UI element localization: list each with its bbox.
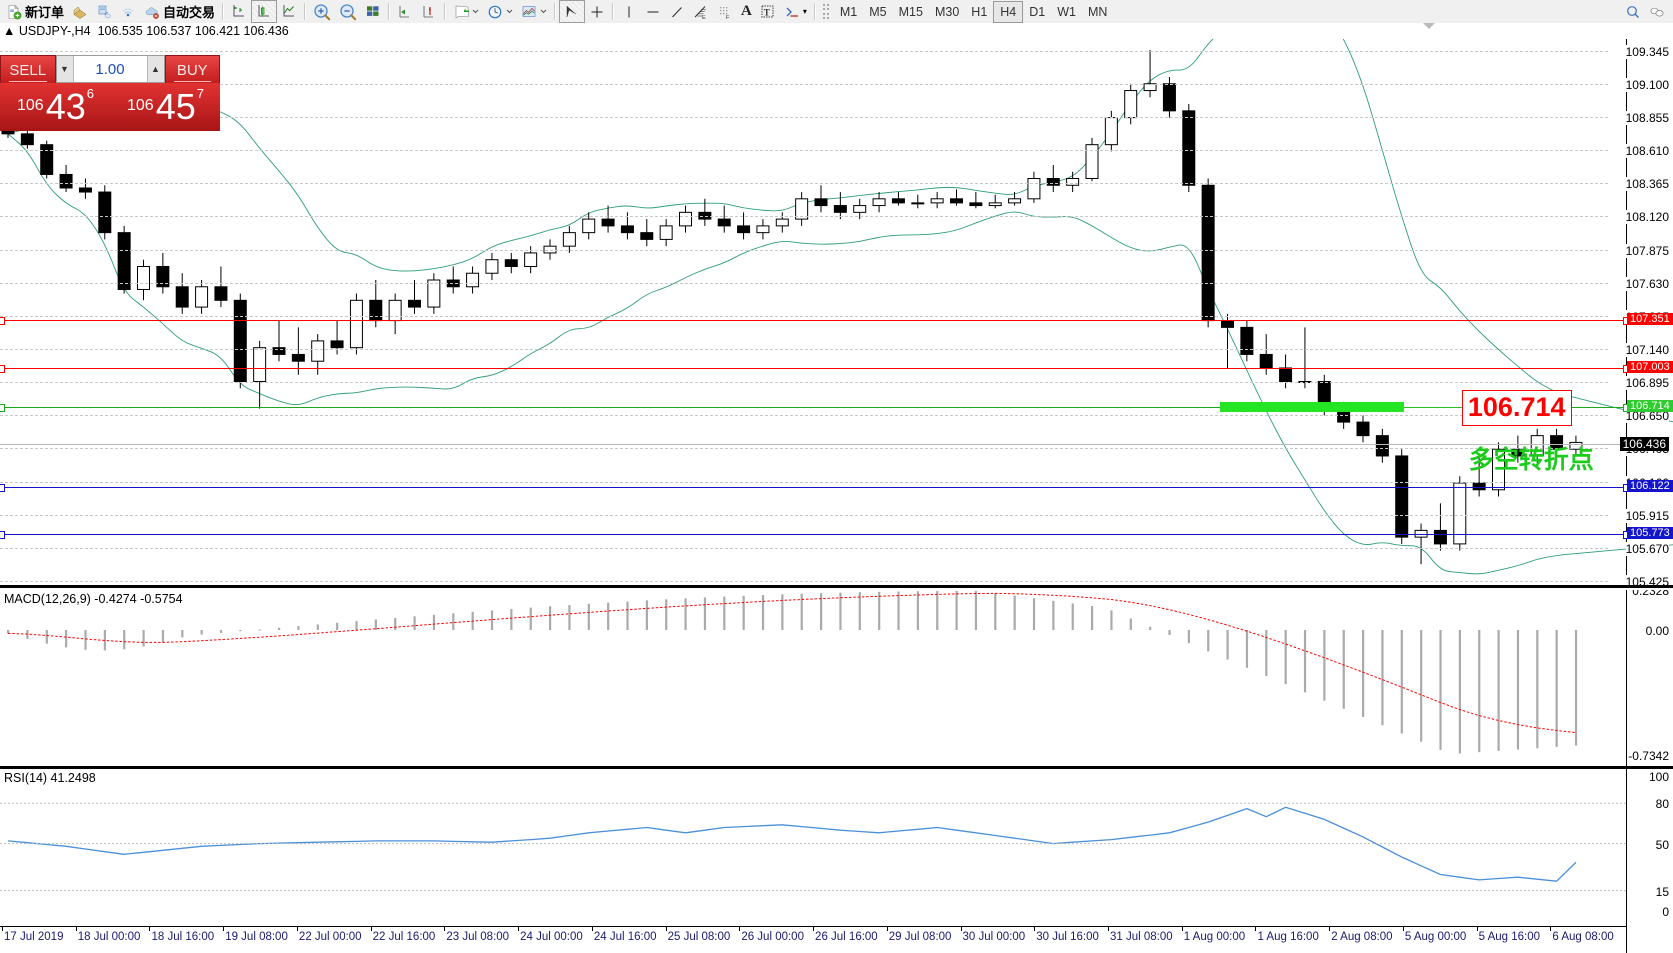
svg-text:E: E: [702, 15, 706, 20]
svg-text:T: T: [764, 7, 770, 17]
svg-text:F: F: [726, 15, 730, 20]
